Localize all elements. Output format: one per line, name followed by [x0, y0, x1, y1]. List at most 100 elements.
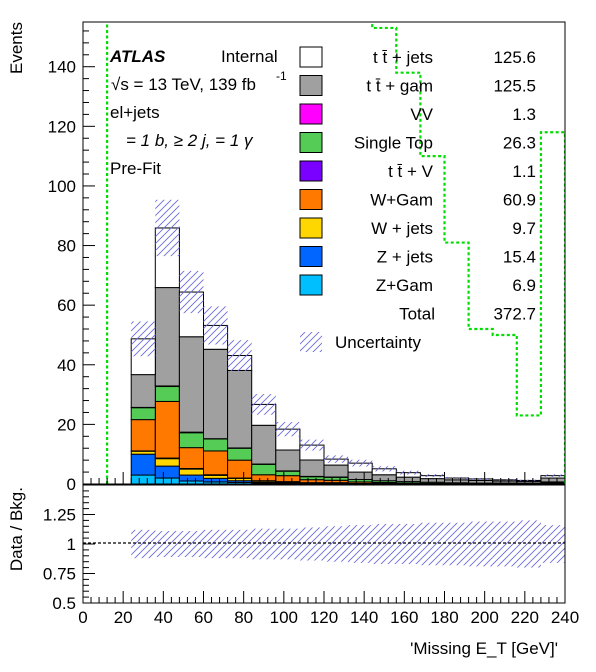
fit-label: Pre-Fit — [110, 159, 161, 178]
bar-1-3 — [154, 465, 180, 479]
legend-label-4: t t̄ + V — [388, 162, 434, 181]
bar-7-12 — [371, 474, 397, 482]
main-y-axis: 0 20 40 60 80 100 120 140 — [48, 30, 95, 494]
legend: t t̄ + jets 125.6 t t̄ + gam 125.5 VV 1.3 Sing… — [299, 46, 536, 352]
ratio-band-bin-12 — [372, 523, 397, 565]
legend-total-label: Total — [399, 305, 435, 324]
uncertainty-band — [131, 199, 565, 482]
legend-value-0: 125.6 — [493, 48, 536, 67]
bar-7-8 — [275, 449, 301, 472]
ratio-band-bin-7 — [251, 528, 276, 560]
bar-7-5 — [203, 348, 229, 440]
bar-7-11 — [347, 471, 373, 481]
ratio-band-bin-2 — [131, 529, 156, 559]
ratio-band-bin-10 — [324, 526, 349, 562]
bar-0-3 — [154, 477, 180, 484]
uncertainty-bin-6 — [227, 340, 252, 371]
uncertainty-bin-3 — [155, 199, 180, 257]
uncertainty-bin-7 — [251, 394, 276, 415]
legend-total-value: 372.7 — [493, 305, 536, 324]
legend-label-2: VV — [410, 105, 433, 124]
legend-swatch-8 — [299, 274, 323, 296]
legend-label-0: t t̄ + jets — [373, 48, 433, 67]
legend-uncertainty-label: Uncertainty — [335, 333, 421, 352]
uncertainty-bin-5 — [203, 306, 228, 345]
x-tick-label-0: 0 — [78, 608, 87, 627]
legend-value-1: 125.5 — [493, 77, 536, 96]
uncertainty-bin-8 — [275, 422, 300, 437]
main-x-ticks — [82, 472, 566, 484]
bar-1-5 — [203, 477, 229, 483]
bar-5-5 — [203, 438, 229, 452]
uncertainty-bin-11 — [348, 459, 373, 467]
ratio-band-bin-14 — [420, 522, 445, 566]
main-y-axis-title: Events — [7, 22, 26, 74]
stacked-bars — [130, 227, 565, 484]
legend-swatch-2 — [299, 103, 323, 125]
legend-label-3: Single Top — [354, 134, 433, 153]
ratio-y-tick-label-0: 0.5 — [52, 594, 76, 613]
x-tick-label-3: 60 — [194, 608, 213, 627]
atlas-label: ATLAS — [109, 47, 166, 66]
channel-label: el+jets — [110, 103, 160, 122]
uncertainty-bin-19 — [540, 474, 565, 477]
annotation-block: ATLAS Internal √s = 13 TeV, 139 fb -1 el… — [109, 47, 287, 178]
ratio-band-bin-13 — [396, 523, 421, 565]
uncertainty-bin-2 — [131, 321, 156, 357]
ratio-band-bin-17 — [492, 521, 517, 567]
legend-label-5: W+Gam — [370, 191, 433, 210]
ratio-band-bin-11 — [348, 525, 373, 563]
bar-7-2 — [130, 374, 156, 408]
uncertainty-bin-10 — [324, 455, 349, 463]
legend-swatch-4 — [299, 160, 323, 182]
legend-value-2: 1.3 — [512, 105, 536, 124]
legend-swatch-7 — [299, 246, 323, 267]
bar-7-14 — [419, 478, 445, 483]
legend-value-8: 6.9 — [512, 276, 536, 295]
data-step-line — [106, 22, 565, 484]
y-tick-label-3: 60 — [57, 296, 76, 315]
uncertainty-bin-16 — [468, 477, 493, 480]
energy-exponent: -1 — [276, 69, 287, 83]
legend-swatch-5 — [299, 189, 323, 210]
bar-7-7 — [251, 424, 277, 465]
ratio-band-bin-16 — [468, 521, 493, 567]
bar-7-9 — [299, 459, 325, 477]
x-tick-label-12: 240 — [551, 608, 579, 627]
main-panel: 0 20 40 60 80 100 120 140 Events ATLAS Internal… — [7, 21, 566, 494]
bar-7-19 — [540, 477, 565, 483]
y-tick-label-7: 140 — [48, 58, 76, 77]
legend-value-6: 9.7 — [512, 219, 536, 238]
ratio-panel: 0.5 0.75 1 1.25 0 20 40 60 80 100 120 140 160 180 200… — [7, 484, 579, 658]
x-tick-label-7: 140 — [350, 608, 378, 627]
x-axis-title: 'Missing E_T [GeV]' — [410, 639, 558, 658]
uncertainty-bin-15 — [444, 476, 469, 480]
uncertainty-bin-13 — [396, 470, 421, 475]
ratio-y-axis: 0.5 0.75 1 1.25 — [43, 490, 95, 613]
uncertainty-bin-12 — [372, 466, 397, 472]
ratio-band-bin-19 — [540, 525, 565, 563]
bar-4-3 — [154, 400, 180, 459]
legend-label-8: Z+Gam — [376, 276, 433, 295]
bar-7-3 — [154, 287, 180, 387]
bar-4-7 — [251, 474, 277, 482]
ratio-y-tick-label-1: 0.75 — [43, 565, 76, 584]
legend-value-5: 60.9 — [503, 191, 536, 210]
y-tick-label-1: 20 — [57, 415, 76, 434]
x-tick-label-11: 220 — [511, 608, 539, 627]
legend-swatch-6 — [299, 217, 323, 239]
legend-value-4: 1.1 — [512, 162, 536, 181]
legend-swatch-0 — [299, 46, 323, 68]
x-tick-label-5: 100 — [270, 608, 298, 627]
bar-4-2 — [130, 419, 156, 452]
bar-5-8 — [275, 470, 301, 477]
x-tick-label-9: 180 — [430, 608, 458, 627]
bar-7-13 — [395, 476, 421, 483]
uncertainty-bin-18 — [516, 479, 541, 482]
energy-label: √s = 13 TeV, 139 fb — [111, 75, 256, 94]
y-tick-label-2: 40 — [57, 356, 76, 375]
x-tick-label-10: 200 — [470, 608, 498, 627]
y-tick-label-4: 80 — [57, 237, 76, 256]
x-tick-label-8: 160 — [390, 608, 418, 627]
